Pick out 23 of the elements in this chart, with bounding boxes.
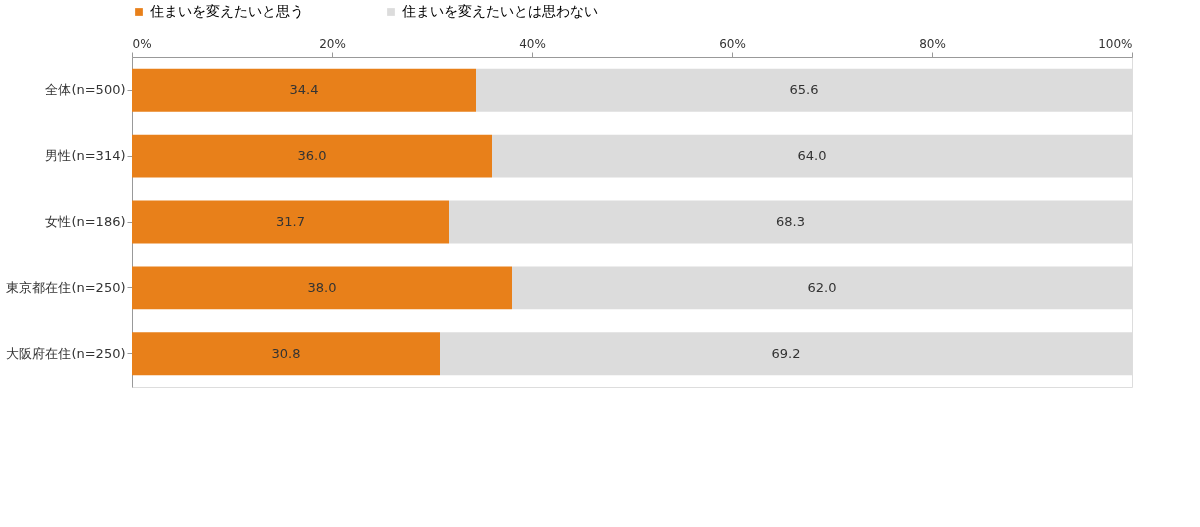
x-tick-label: 20%: [319, 36, 346, 51]
y-tick-label: 男性(n=314): [45, 148, 126, 164]
data-label: 64.0: [797, 148, 827, 164]
y-tick-label: 全体(n=500): [45, 82, 126, 98]
y-tick-label: 大阪府在住(n=250): [6, 345, 126, 361]
data-label: 69.2: [771, 345, 801, 361]
legend-label: 住まいを変えたいとは思わない: [401, 3, 598, 19]
y-tick-label: 女性(n=186): [45, 214, 126, 229]
data-label: 34.4: [289, 82, 319, 98]
y-tick-label: 東京都在住(n=250): [6, 279, 126, 295]
data-label: 65.6: [789, 82, 819, 98]
legend-label: 住まいを変えたいと思う: [149, 3, 304, 19]
data-label: 38.0: [307, 279, 337, 295]
x-tick-label: 40%: [519, 36, 546, 51]
x-tick-label: 60%: [719, 36, 746, 51]
data-label: 62.0: [807, 279, 837, 295]
x-tick-label: 0%: [132, 36, 152, 51]
data-label: 68.3: [776, 214, 805, 229]
data-label: 36.0: [297, 148, 327, 164]
x-tick-label: 100%: [1098, 36, 1133, 51]
x-tick-label: 80%: [919, 36, 946, 51]
data-label: 31.7: [276, 214, 305, 229]
data-label: 30.8: [271, 345, 301, 361]
